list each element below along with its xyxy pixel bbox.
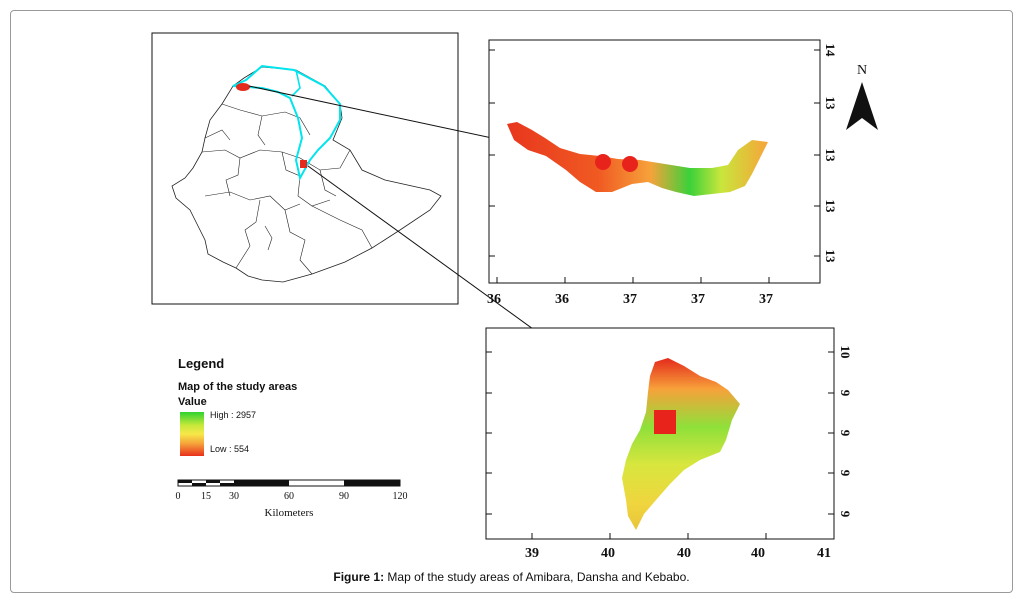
afar-region-boundary	[232, 64, 341, 181]
country-boundary	[171, 66, 442, 283]
y-tick-label: 13	[823, 97, 838, 111]
y-tick-label: 13	[823, 200, 838, 214]
y-tick-label: 9	[838, 390, 853, 397]
x-tick-label: 41	[817, 546, 831, 561]
region-boundaries	[201, 103, 373, 275]
study-site-marker-2	[622, 156, 638, 172]
north-label: N	[857, 63, 867, 78]
x-tick-label: 39	[525, 546, 539, 561]
x-tick-label: 37	[759, 292, 773, 307]
scale-tick-label: 30	[229, 491, 239, 502]
bottom-map-x-labels: 39 40 40 40 41	[525, 546, 831, 561]
top-detail-map: 14 13 13 13 13 36 36 37 37 37	[487, 39, 838, 307]
x-tick-label: 37	[623, 292, 637, 307]
scale-tick-label: 60	[284, 491, 294, 502]
x-tick-label: 36	[487, 292, 501, 307]
legend-value-label: Value	[178, 396, 207, 408]
scale-tick-label: 120	[393, 491, 408, 502]
top-map-x-labels: 36 36 37 37 37	[487, 292, 773, 307]
y-tick-label: 9	[838, 511, 853, 518]
bottom-map-ticks	[486, 351, 834, 539]
elevation-color-ramp	[180, 412, 204, 456]
north-arrow-icon	[846, 82, 878, 130]
legend-high-label: High : 2957	[210, 410, 257, 420]
top-map-frame	[488, 39, 821, 284]
x-tick-label: 40	[677, 546, 691, 561]
caption-text: Map of the study areas of Amibara, Dansh…	[384, 570, 690, 584]
legend-ramp-row: High : 2957 Low : 554	[178, 410, 418, 460]
y-tick-label: 9	[838, 430, 853, 437]
y-tick-label: 9	[838, 470, 853, 477]
y-tick-label: 13	[823, 149, 838, 163]
study-site-marker-1	[595, 154, 611, 170]
scale-tick-label: 15	[201, 491, 211, 502]
north-arrow: N	[846, 63, 878, 130]
caption-label: Figure 1:	[333, 570, 385, 584]
bottom-detail-map: 10 9 9 9 9 39 40 40 40 41	[485, 327, 853, 561]
y-tick-label: 10	[838, 346, 853, 359]
legend-title: Legend	[178, 356, 225, 371]
top-map-y-labels: 14 13 13 13 13	[823, 44, 838, 264]
study-site-marker-3	[654, 410, 676, 434]
afar-inner-boundary	[291, 69, 301, 97]
overview-map-frame	[151, 32, 459, 305]
scale-tick-label: 0	[176, 491, 181, 502]
bottom-map-y-labels: 10 9 9 9 9	[838, 346, 853, 518]
x-tick-label: 36	[555, 292, 569, 307]
y-tick-label: 13	[823, 250, 838, 264]
map-legend: Legend Map of the study areas Value High…	[178, 356, 418, 460]
legend-low-label: Low : 554	[210, 444, 250, 454]
x-tick-label: 37	[691, 292, 705, 307]
x-tick-label: 40	[751, 546, 765, 561]
scale-unit-label: Kilometers	[265, 507, 314, 519]
study-area-kebabo-overview	[300, 160, 307, 168]
study-area-dansha-overview	[236, 83, 250, 91]
kebabo-elevation-raster	[622, 358, 740, 530]
scale-bar: 0 15 30 60 90 120 Kilometers	[176, 479, 408, 519]
scale-tick-label: 90	[339, 491, 349, 502]
figure-frame	[10, 10, 1013, 593]
top-map-ticks	[489, 49, 820, 283]
figure-caption: Figure 1: Map of the study areas of Amib…	[0, 570, 1023, 584]
x-tick-label: 40	[601, 546, 615, 561]
legend-subtitle: Map of the study areas	[178, 381, 298, 393]
overview-map	[151, 32, 459, 305]
y-tick-label: 14	[823, 44, 838, 58]
dansha-elevation-raster	[507, 122, 768, 196]
